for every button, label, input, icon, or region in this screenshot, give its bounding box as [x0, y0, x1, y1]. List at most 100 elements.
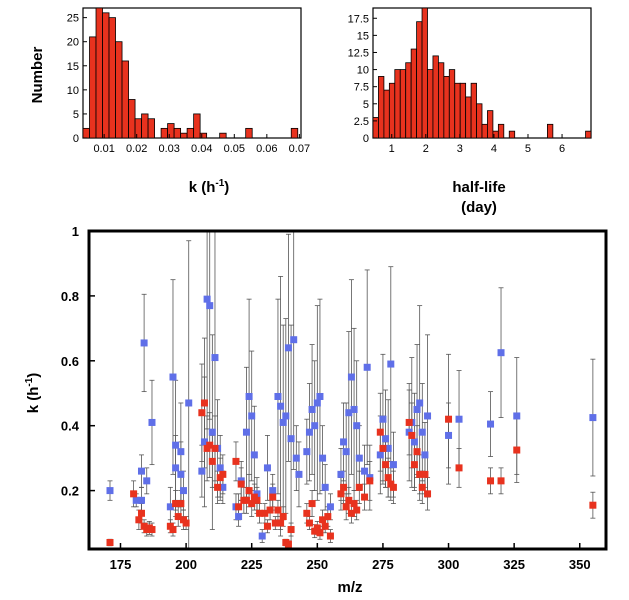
point-red [106, 539, 114, 547]
point-blue [216, 464, 224, 472]
hist-k-xlabel-close: ) [224, 179, 229, 196]
hist-k-xtick-label: 0.04 [191, 143, 212, 155]
scatter-ylabel-main: k (h [25, 387, 42, 414]
point-red [271, 519, 279, 527]
scatter-xtick-label: 300 [438, 557, 460, 572]
scatter-ytick-label: 0.2 [61, 484, 79, 499]
hist-halflife-bar [585, 130, 592, 139]
point-red [266, 506, 274, 514]
point-blue [200, 438, 208, 446]
point-blue [487, 420, 495, 428]
point-blue [337, 470, 345, 478]
hist-halflife-bar [405, 62, 412, 139]
point-red [379, 444, 387, 452]
point-red [200, 399, 208, 407]
hist-halflife-bar [454, 82, 461, 139]
point-blue [326, 503, 334, 511]
point-blue [319, 454, 327, 462]
hist-k-ytick-label: 20 [67, 37, 79, 49]
point-red [366, 477, 374, 485]
point-blue [347, 373, 355, 381]
point-blue [345, 409, 353, 417]
point-blue [137, 496, 145, 504]
point-blue [513, 412, 521, 420]
histogram-half-life: 1 2 3 4 5 6 0 2.5 5 7.5 10 12.5 15 17.5 [348, 7, 592, 155]
point-red [497, 477, 505, 485]
scatter-ylabel-sup: -1 [24, 377, 35, 386]
point-blue [263, 464, 271, 472]
point-red [455, 464, 463, 472]
hist-halflife-ytick-label: 5 [363, 99, 369, 111]
hist-halflife-bar [394, 69, 401, 139]
hist-halflife-bar [427, 69, 434, 139]
point-red [279, 513, 287, 521]
point-red [445, 415, 453, 423]
point-red [261, 509, 269, 517]
hist-k-bar [82, 127, 90, 139]
point-red [319, 516, 327, 524]
point-red [421, 470, 429, 478]
point-blue [340, 438, 348, 446]
point-blue [132, 496, 140, 504]
point-red [355, 483, 363, 491]
point-blue [382, 435, 390, 443]
point-red [198, 409, 206, 417]
hist-k-xlabel-main: k (h [189, 179, 216, 196]
hist-halflife-bar [437, 62, 445, 139]
hist-halflife-bar [443, 76, 450, 139]
point-blue [387, 360, 395, 368]
hist-halflife-bar [487, 110, 494, 139]
hist-k-bar [180, 132, 188, 139]
point-red [408, 431, 416, 439]
point-blue [287, 435, 295, 443]
point-blue [410, 438, 418, 446]
point-red [303, 509, 311, 517]
hist-halflife-ytick-label: 12.5 [348, 47, 369, 59]
point-blue [389, 461, 397, 469]
point-red [206, 441, 214, 449]
hist-halflife-ytick-label: 0 [363, 133, 369, 145]
point-red [211, 444, 219, 452]
point-blue [143, 477, 151, 485]
hist-k-bar [167, 123, 175, 139]
scatter-xtick-label: 275 [372, 557, 394, 572]
point-red [208, 457, 216, 465]
point-blue [418, 428, 426, 436]
point-blue [211, 354, 219, 362]
point-red [361, 493, 369, 501]
scatter-xtick-label: 250 [306, 557, 328, 572]
hist-halflife-ytick-label: 7.5 [354, 82, 369, 94]
point-blue [303, 448, 311, 456]
point-blue [248, 412, 256, 420]
point-blue [379, 415, 387, 423]
hist-k-xlabel: k (h-1) [189, 178, 230, 196]
hist-halflife-xtick-label: 1 [389, 143, 395, 155]
point-red [384, 474, 392, 482]
point-blue [185, 399, 193, 407]
hist-halflife-bar [399, 69, 407, 139]
point-red [232, 457, 240, 465]
point-red [326, 532, 334, 540]
hist-halflife-ytick-label: 17.5 [348, 13, 369, 25]
hist-k-bar [160, 127, 168, 139]
hist-k-bar [134, 118, 142, 139]
hist-k-xtick-label: 0.03 [159, 143, 180, 155]
point-blue [313, 399, 321, 407]
point-red [410, 461, 418, 469]
scatter-xtick-label: 325 [503, 557, 525, 572]
hist-halflife-xtick-label: 6 [559, 143, 565, 155]
scatter-ytick-label: 0.4 [61, 419, 80, 434]
hist-k-bar [290, 127, 299, 139]
point-blue [279, 418, 287, 426]
hist-k-bar [128, 99, 136, 139]
hist-halflife-ytick-label: 2.5 [354, 116, 369, 128]
point-blue [342, 448, 350, 456]
point-red [389, 483, 397, 491]
histogram-k: 0.01 0.02 0.03 0.04 0.05 0.06 0.07 0 5 10 15 20 25 [67, 7, 310, 155]
point-blue [203, 295, 211, 303]
point-red [277, 519, 285, 527]
hist-halflife-xtick-label: 4 [491, 143, 497, 155]
point-blue [208, 428, 216, 436]
point-blue [292, 454, 300, 462]
scatter-ytick-label: 1 [72, 224, 79, 239]
